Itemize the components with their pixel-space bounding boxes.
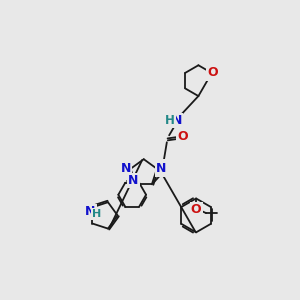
Text: N: N [128,174,139,187]
Text: H: H [165,114,175,127]
Text: N: N [85,206,95,218]
Text: O: O [207,67,218,80]
Text: N: N [156,162,167,175]
Text: O: O [178,130,188,143]
Text: N: N [121,162,131,175]
Text: H: H [92,209,101,219]
Text: N: N [172,114,182,127]
Text: S: S [159,160,168,173]
Text: O: O [191,203,201,216]
